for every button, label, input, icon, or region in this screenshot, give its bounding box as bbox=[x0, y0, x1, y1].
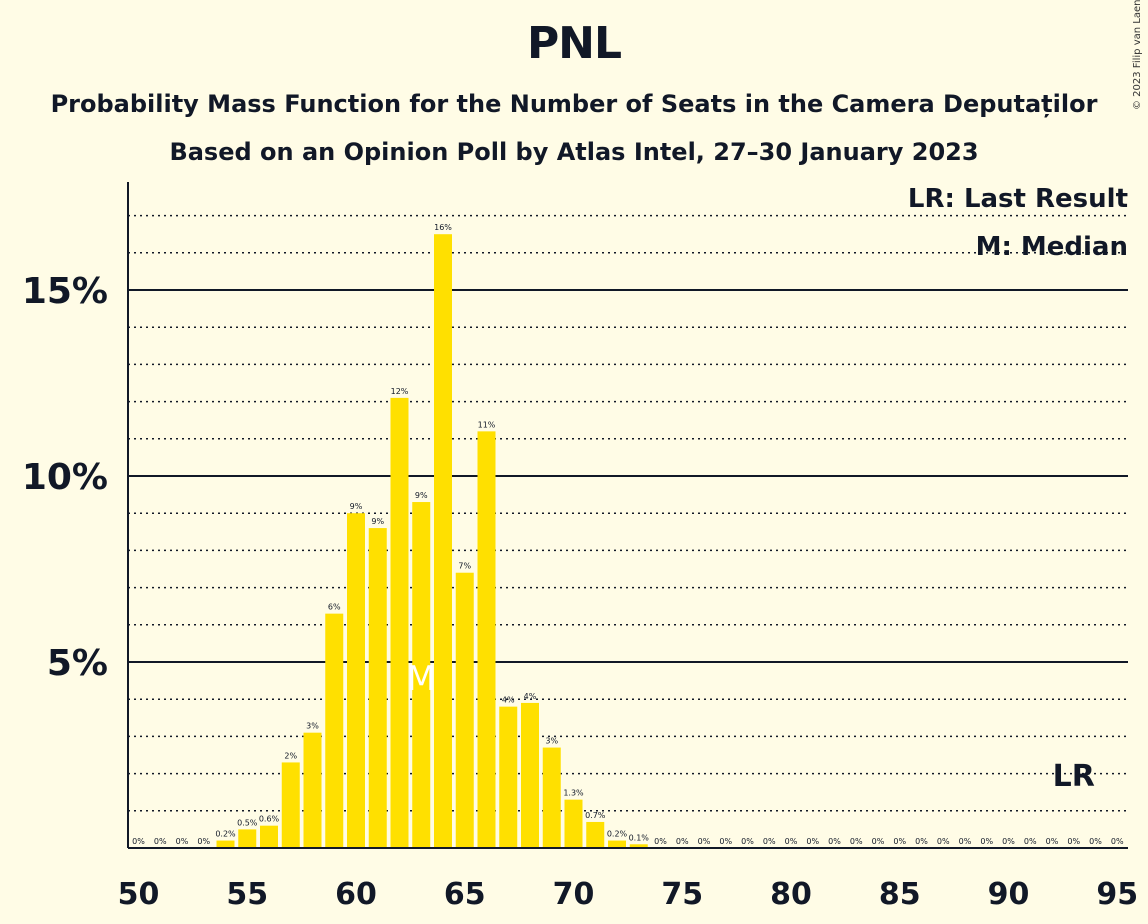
bar-label-59: 6% bbox=[328, 603, 341, 612]
markers: M LR bbox=[407, 659, 1095, 794]
y-tick-label-15: 15% bbox=[22, 271, 108, 312]
bar-70 bbox=[564, 799, 583, 848]
x-tick-label-75: 75 bbox=[661, 877, 703, 912]
bar-55 bbox=[238, 829, 257, 848]
bar-label-78: 0% bbox=[741, 837, 754, 846]
bar-label-61: 9% bbox=[371, 517, 384, 526]
bar-58 bbox=[303, 732, 322, 848]
x-tick-labels: 50 55 60 65 70 75 80 85 90 95 bbox=[118, 877, 1139, 912]
bar-label-83: 0% bbox=[850, 837, 863, 846]
bar-label-52: 0% bbox=[176, 837, 189, 846]
x-tick-label-55: 55 bbox=[226, 877, 268, 912]
x-tick-label-50: 50 bbox=[118, 877, 160, 912]
bar-label-89: 0% bbox=[980, 837, 993, 846]
x-tick-label-85: 85 bbox=[879, 877, 921, 912]
bar-label-68: 4% bbox=[524, 692, 537, 701]
bar-label-62: 12% bbox=[391, 387, 409, 396]
y-tick-label-5: 5% bbox=[47, 643, 108, 684]
bar-label-91: 0% bbox=[1024, 837, 1037, 846]
bar-72 bbox=[608, 840, 626, 848]
bar-66 bbox=[477, 431, 496, 848]
legend-median: M: Median bbox=[975, 232, 1128, 262]
bar-label-70: 1.3% bbox=[563, 789, 584, 798]
bar-label-94: 0% bbox=[1089, 837, 1102, 846]
bar-label-80: 0% bbox=[785, 837, 798, 846]
bar-label-53: 0% bbox=[197, 837, 210, 846]
bar-56 bbox=[260, 825, 278, 848]
bar-label-88: 0% bbox=[959, 837, 972, 846]
x-tick-label-60: 60 bbox=[335, 877, 377, 912]
bar-61 bbox=[368, 528, 387, 848]
bar-label-64: 16% bbox=[434, 223, 452, 232]
x-tick-label-65: 65 bbox=[444, 877, 486, 912]
bar-71 bbox=[586, 821, 605, 848]
bar-label-75: 0% bbox=[676, 837, 689, 846]
x-tick-label-95: 95 bbox=[1096, 877, 1138, 912]
bar-label-95: 0% bbox=[1111, 837, 1124, 846]
bar-label-58: 3% bbox=[306, 722, 319, 731]
bar-label-57: 2% bbox=[284, 751, 297, 760]
median-marker: M bbox=[407, 659, 436, 699]
bar-label-71: 0.7% bbox=[585, 811, 606, 820]
grid-lines bbox=[128, 214, 1128, 812]
last-result-marker: LR bbox=[1053, 759, 1095, 794]
bar-label-66: 11% bbox=[478, 420, 496, 429]
bar-label-67: 4% bbox=[502, 696, 515, 705]
y-tick-labels: 5% 10% 15% bbox=[22, 271, 108, 684]
bar-57 bbox=[281, 762, 300, 848]
bar-63 bbox=[412, 502, 431, 848]
bar-68 bbox=[521, 702, 539, 848]
bar-64 bbox=[434, 234, 452, 848]
bar-label-51: 0% bbox=[154, 837, 167, 846]
bar-label-72: 0.2% bbox=[607, 830, 628, 839]
bar-label-93: 0% bbox=[1067, 837, 1080, 846]
bar-label-55: 0.5% bbox=[237, 818, 258, 827]
bar-67 bbox=[499, 706, 518, 848]
bar-label-81: 0% bbox=[806, 837, 819, 846]
bar-label-65: 7% bbox=[458, 562, 471, 571]
bar-label-69: 3% bbox=[545, 737, 558, 746]
bar-label-79: 0% bbox=[763, 837, 776, 846]
axes bbox=[127, 182, 1128, 849]
chart-subtitle-2: Based on an Opinion Poll by Atlas Intel,… bbox=[169, 138, 979, 166]
bar-label-56: 0.6% bbox=[259, 815, 280, 824]
chart-subtitle: Probability Mass Function for the Number… bbox=[50, 90, 1098, 118]
bar-label-77: 0% bbox=[719, 837, 732, 846]
bar-label-87: 0% bbox=[937, 837, 950, 846]
x-tick-label-90: 90 bbox=[988, 877, 1030, 912]
bar-label-54: 0.2% bbox=[215, 830, 236, 839]
bar-label-50: 0% bbox=[132, 837, 145, 846]
bar-54 bbox=[216, 840, 235, 848]
bar-62 bbox=[390, 397, 409, 848]
bar-73 bbox=[629, 844, 648, 848]
bar-65 bbox=[455, 572, 474, 848]
bar-labels: 0% 0% 0% 0%0.2%0.5% 0.6%2%3%6%9%9%12%9%16%7%… bbox=[132, 223, 1124, 846]
chart-title: PNL bbox=[526, 18, 622, 69]
bar-label-60: 9% bbox=[350, 502, 363, 511]
bar-60 bbox=[347, 513, 365, 848]
bar-label-84: 0% bbox=[872, 837, 885, 846]
bar-label-74: 0% bbox=[654, 837, 667, 846]
y-tick-label-10: 10% bbox=[22, 457, 108, 498]
bar-label-73: 0.1% bbox=[629, 833, 650, 842]
bar-label-92: 0% bbox=[1046, 837, 1059, 846]
bar-label-76: 0% bbox=[698, 837, 711, 846]
bar-59 bbox=[325, 613, 344, 848]
bar-label-63: 9% bbox=[415, 491, 428, 500]
bar-label-86: 0% bbox=[915, 837, 928, 846]
x-tick-label-80: 80 bbox=[770, 877, 812, 912]
x-tick-label-70: 70 bbox=[553, 877, 595, 912]
bars bbox=[216, 234, 648, 848]
bar-label-90: 0% bbox=[1002, 837, 1015, 846]
bar-69 bbox=[542, 747, 561, 848]
legend-last-result: LR: Last Result bbox=[907, 184, 1128, 214]
bar-label-85: 0% bbox=[893, 837, 906, 846]
bar-label-82: 0% bbox=[828, 837, 841, 846]
